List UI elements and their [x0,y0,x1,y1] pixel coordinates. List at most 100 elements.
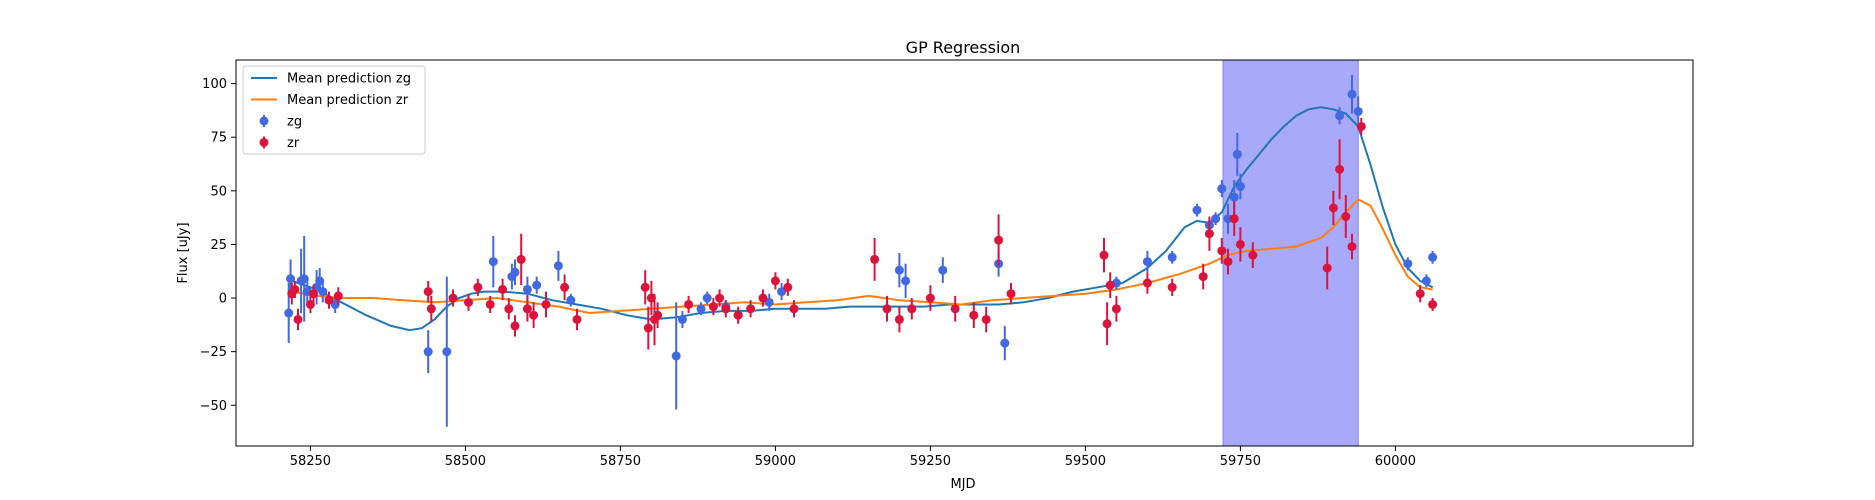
data-point [1347,242,1357,252]
data-point [901,276,911,286]
data-point [671,351,681,361]
data-point [758,293,768,303]
data-point [1235,239,1245,249]
data-point [746,304,756,314]
legend-item: zr [259,136,300,151]
data-point [870,254,880,264]
y-tick-label: 50 [210,184,227,199]
data-point [1403,259,1413,269]
data-point [640,282,650,292]
data-point [721,304,731,314]
data-point [1356,121,1366,131]
legend-item: zg [259,115,302,130]
data-point [789,304,799,314]
data-point [522,304,532,314]
data-point [1328,203,1338,213]
y-tick-label: 75 [210,131,227,146]
data-point [290,284,300,294]
data-point [553,261,563,271]
data-point [894,314,904,324]
y-axis: −50 −25 0 25 50 75 100 [200,77,236,414]
data-point [324,295,334,305]
data-point [969,310,979,320]
x-tick-label: 59250 [910,454,951,469]
data-point [318,287,328,297]
data-point [293,314,303,324]
legend: Mean prediction zg Mean prediction zr zg zr [242,65,426,155]
x-tick-label: 58500 [445,454,486,469]
plot-content [284,60,1438,446]
x-tick-label: 60000 [1375,454,1416,469]
data-point [677,314,687,324]
highlight-region [1222,60,1359,446]
data-point [522,284,532,294]
data-point [541,299,551,309]
data-point [442,347,452,357]
series-zr [287,117,1438,350]
x-tick-label: 59000 [755,454,796,469]
data-point [702,293,712,303]
data-point [643,323,653,333]
data-point [696,304,706,314]
data-point [309,289,318,299]
data-point [1217,184,1227,194]
data-point [1102,319,1112,329]
data-point [333,291,343,301]
data-point [1335,164,1345,174]
legend-label: zg [287,115,302,130]
data-point [653,310,663,320]
data-point [1217,246,1227,256]
data-point [1235,182,1245,192]
data-point [488,257,498,267]
y-tick-label: 25 [210,238,227,253]
data-point [1347,89,1357,99]
y-tick-label: 0 [219,292,227,307]
data-point [510,321,520,331]
data-point [284,308,294,318]
data-point [529,310,539,320]
data-point [1223,214,1233,224]
data-point [560,282,570,292]
y-tick-label: 100 [202,77,227,92]
data-point [566,295,576,305]
data-point [473,282,483,292]
data-point [1142,257,1152,267]
data-point [1006,289,1016,299]
legend-label: Mean prediction zr [287,93,409,108]
plot-area [235,59,1694,447]
data-point [950,304,960,314]
data-point [708,302,718,312]
data-point [1353,106,1363,116]
y-tick-label: −25 [200,345,227,360]
data-point [1167,252,1177,262]
data-point [1335,111,1345,121]
data-point [733,310,743,320]
data-point [783,282,793,292]
data-point [510,267,520,277]
series-zg [284,75,1438,427]
data-point [907,304,917,314]
data-point [448,293,458,303]
x-tick-label: 59500 [1065,454,1106,469]
data-point [426,304,436,314]
data-point [498,284,508,294]
data-point [1415,289,1425,299]
data-point [1421,276,1431,286]
data-point [1167,282,1177,292]
data-point [1198,272,1208,282]
data-point [684,299,694,309]
x-tick-label: 59750 [1220,454,1261,469]
data-point [1428,299,1438,309]
data-point [1142,278,1152,288]
y-axis-label: Flux [uJy] [176,222,191,283]
data-point [1211,214,1221,224]
data-point [1428,252,1438,262]
data-point [1223,257,1233,267]
legend-label: zr [287,136,300,151]
data-point [1192,205,1202,215]
legend-box [242,65,426,155]
legend-marker-swatch [259,138,269,147]
data-point [516,254,526,264]
y-tick-label: −50 [200,399,227,414]
